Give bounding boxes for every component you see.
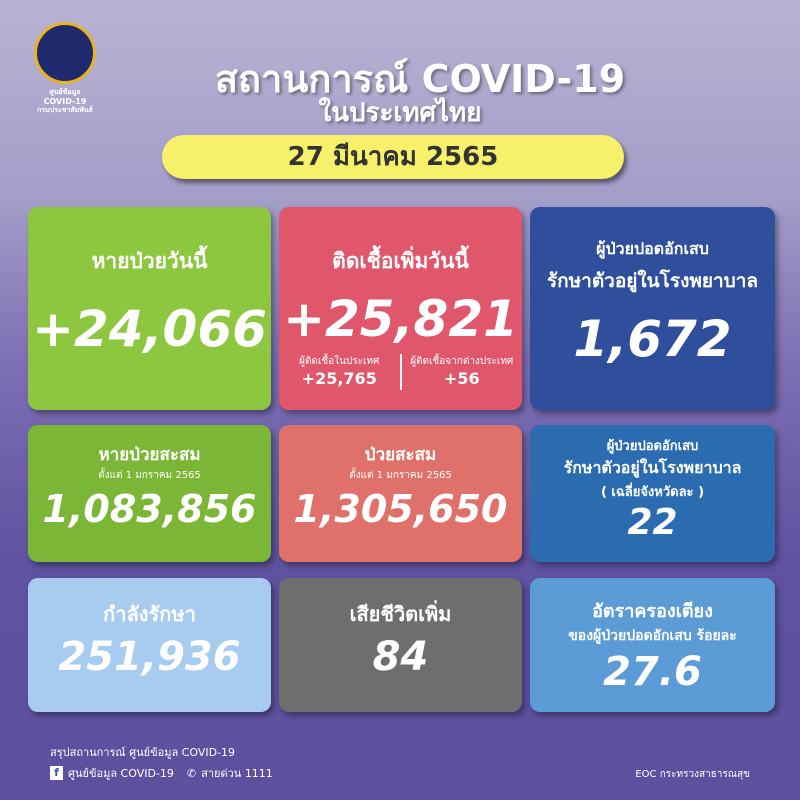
- card-value: 84: [372, 634, 429, 680]
- card-label2: ของผู้ป่วยปอดอักเสบ ร้อยละ: [568, 628, 737, 644]
- facebook-link[interactable]: ศูนย์ข้อมูล COVID-19: [68, 767, 174, 780]
- domestic-label: ผู้ติดเชื้อในประเทศ: [299, 356, 380, 367]
- card-label1: ผู้ป่วยปอดอักเสบ: [606, 439, 699, 454]
- page-subtitle: ในประเทศไทย: [318, 98, 482, 128]
- domestic-value: +25,765: [301, 369, 377, 388]
- card-value: 1,305,650: [293, 487, 508, 531]
- logo-caption: ศูนย์ข้อมูล COVID-19 กรมประชาสัมพันธ์: [20, 88, 110, 115]
- logo-line3: กรมประชาสัมพันธ์: [37, 106, 93, 114]
- card-pneumonia-avg: ผู้ป่วยปอดอักเสบ รักษาตัวอยู่ในโรงพยาบาล…: [530, 425, 775, 562]
- imported-value: +56: [443, 369, 480, 388]
- card-cases-total: ป่วยสะสม ตั้งแต่ 1 มกราคม 2565 1,305,650: [279, 425, 522, 562]
- card-value: 22: [627, 502, 678, 543]
- domestic-cases: ผู้ติดเชื้อในประเทศ +25,765: [279, 354, 400, 390]
- page-title: สถานการณ์ COVID-19: [214, 57, 626, 101]
- card-sub: ตั้งแต่ 1 มกราคม 2565: [349, 470, 452, 481]
- date-banner: 27 มีนาคม 2565: [162, 135, 624, 179]
- phone-icon: ✆: [186, 766, 197, 780]
- card-label: หายป่วยสะสม: [98, 445, 201, 465]
- card-label: เสียชีวิตเพิ่ม: [349, 602, 452, 626]
- card-label: ป่วยสะสม: [364, 445, 437, 465]
- card-recovered-total: หายป่วยสะสม ตั้งแต่ 1 มกราคม 2565 1,083,…: [28, 425, 271, 562]
- logo-line1: ศูนย์ข้อมูล: [49, 88, 81, 96]
- card-label: กำลังรักษา: [103, 602, 196, 626]
- hotline-text: สายด่วน 1111: [201, 767, 273, 780]
- card-value: +24,066: [32, 300, 267, 358]
- card-label2: รักษาตัวอยู่ในโรงพยาบาล: [563, 458, 742, 477]
- card-value: 1,672: [573, 310, 732, 368]
- card-value: +25,821: [283, 290, 518, 348]
- card-in-treatment: กำลังรักษา 251,936: [28, 578, 271, 712]
- footer-contact: f ศูนย์ข้อมูล COVID-19 ✆ สายด่วน 1111: [50, 764, 273, 782]
- card-label3: ( เฉลี่ยจังหวัดละ ): [600, 485, 705, 500]
- footer-source: EOC กระทรวงสาธารณสุข: [635, 769, 750, 780]
- card-label: ติดเชื้อเพิ่มวันนี้: [332, 249, 469, 273]
- card-label: หายป่วยวันนี้: [91, 249, 208, 273]
- card-sub: ตั้งแต่ 1 มกราคม 2565: [98, 470, 201, 481]
- card-label2: รักษาตัวอยู่ในโรงพยาบาล: [546, 270, 759, 292]
- card-new-cases: ติดเชื้อเพิ่มวันนี้ +25,821 ผู้ติดเชื้อใ…: [279, 207, 522, 410]
- card-bed-rate: อัตราครองเตียง ของผู้ป่วยปอดอักเสบ ร้อยล…: [530, 578, 775, 712]
- card-value: 251,936: [58, 634, 241, 680]
- card-value: 1,083,856: [42, 487, 257, 531]
- imported-cases: ผู้ติดเชื้อจากต่างประเทศ +56: [402, 354, 523, 390]
- card-value: 27.6: [603, 649, 702, 695]
- divider: [399, 354, 402, 390]
- facebook-icon: f: [50, 766, 63, 780]
- logo-line2: COVID-19: [43, 97, 87, 106]
- card-recovered-today: หายป่วยวันนี้ +24,066: [28, 207, 271, 410]
- card-deaths: เสียชีวิตเพิ่ม 84: [279, 578, 522, 712]
- government-seal-logo: [34, 22, 96, 84]
- card-label1: อัตราครองเตียง: [592, 601, 713, 622]
- card-label1: ผู้ป่วยปอดอักเสบ: [596, 239, 709, 258]
- footer-summary: สรุปสถานการณ์ ศูนย์ข้อมูล COVID-19: [50, 746, 236, 759]
- card-pneumonia: ผู้ป่วยปอดอักเสบ รักษาตัวอยู่ในโรงพยาบาล…: [530, 207, 775, 410]
- imported-label: ผู้ติดเชื้อจากต่างประเทศ: [410, 356, 514, 367]
